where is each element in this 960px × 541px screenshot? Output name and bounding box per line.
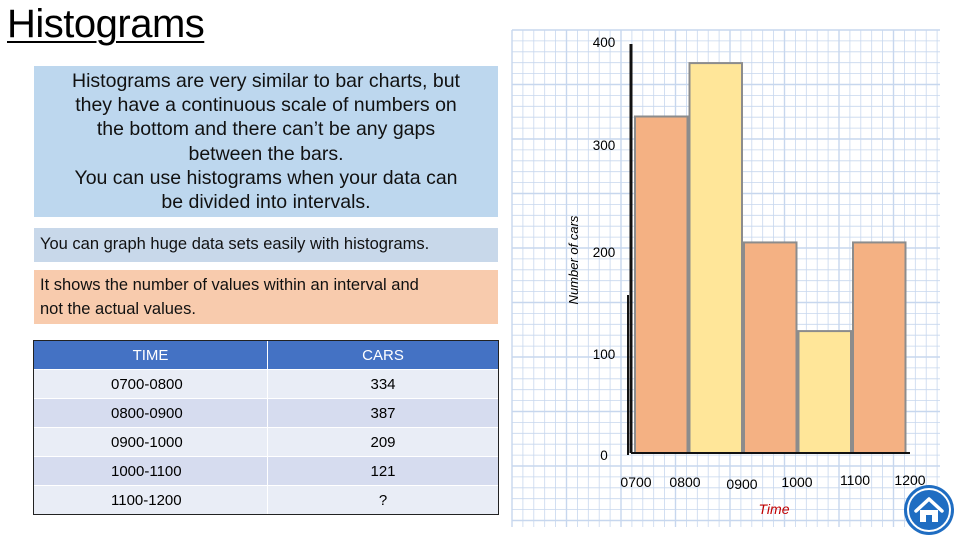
column-header-cars: CARS xyxy=(267,340,499,370)
note-line: not the actual values. xyxy=(40,300,196,318)
cars-cell: 121 xyxy=(267,456,499,486)
intro-line: the bottom and there can’t be any gaps xyxy=(96,118,436,141)
intro-line: between the bars. xyxy=(188,142,344,165)
table-row: 1000-1100 121 xyxy=(33,456,499,486)
intro-line: be divided into intervals. xyxy=(161,191,371,214)
histogram-bar xyxy=(852,241,907,454)
time-cell: 1100-1200 xyxy=(33,485,268,515)
table-row: 0700-0800 334 xyxy=(33,369,499,399)
note-huge-data: You can graph huge data sets easily with… xyxy=(34,228,498,262)
home-button[interactable] xyxy=(903,484,955,536)
x-tick-label: 1000 xyxy=(781,474,812,490)
x-tick-label: 1200 xyxy=(894,472,925,488)
y-tick-label: 200 xyxy=(593,245,616,260)
x-tick-labels: 0700 0800 0900 1000 1100 1200 xyxy=(620,472,925,492)
intro-line: You can use histograms when your data ca… xyxy=(74,166,458,189)
table-row: 0900-1000 209 xyxy=(33,427,499,457)
y-tick-label: 100 xyxy=(593,347,616,362)
table-row: 0800-0900 387 xyxy=(33,398,499,428)
intro-line: Histograms are very similar to bar chart… xyxy=(72,70,460,92)
x-tick-label: 1100 xyxy=(840,472,870,488)
histogram-bar xyxy=(743,241,798,454)
chart-bars xyxy=(634,62,907,455)
x-axis-label: Time xyxy=(759,501,790,517)
time-cell: 0700-0800 xyxy=(33,369,268,399)
chart-axes xyxy=(627,44,910,455)
y-tick-label: 400 xyxy=(593,35,616,50)
histogram-bar xyxy=(688,62,743,454)
data-table: TIME CARS 0700-0800 334 0800-0900 387 09… xyxy=(33,340,499,515)
cars-cell: 387 xyxy=(267,398,499,428)
table-row: 1100-1200 ? xyxy=(33,485,499,515)
home-icon xyxy=(904,485,954,535)
cars-cell: 334 xyxy=(267,369,499,399)
histogram-bar xyxy=(634,115,689,455)
intro-box: Histograms are very similar to bar chart… xyxy=(34,66,498,217)
cars-cell: 209 xyxy=(267,427,499,457)
x-tick-label: 0700 xyxy=(620,474,651,490)
page-title: Histograms xyxy=(7,2,205,46)
note-line: It shows the number of values within an … xyxy=(40,276,419,294)
x-tick-label: 0900 xyxy=(726,476,757,492)
column-header-time: TIME xyxy=(33,340,268,370)
y-tick-labels: 0 100 200 300 400 xyxy=(593,35,616,463)
y-tick-label: 300 xyxy=(593,138,616,153)
note-values-interval: It shows the number of values within an … xyxy=(34,270,498,324)
y-tick-label: 0 xyxy=(600,448,608,463)
cars-cell: ? xyxy=(267,485,499,515)
histogram-bar xyxy=(797,330,852,454)
x-tick-label: 0800 xyxy=(669,474,700,490)
time-cell: 0800-0900 xyxy=(33,398,268,428)
y-axis-label: Number of cars xyxy=(566,215,581,304)
time-cell: 0900-1000 xyxy=(33,427,268,457)
table-header-row: TIME CARS xyxy=(33,340,499,370)
intro-line: they have a continuous scale of numbers … xyxy=(75,94,457,117)
